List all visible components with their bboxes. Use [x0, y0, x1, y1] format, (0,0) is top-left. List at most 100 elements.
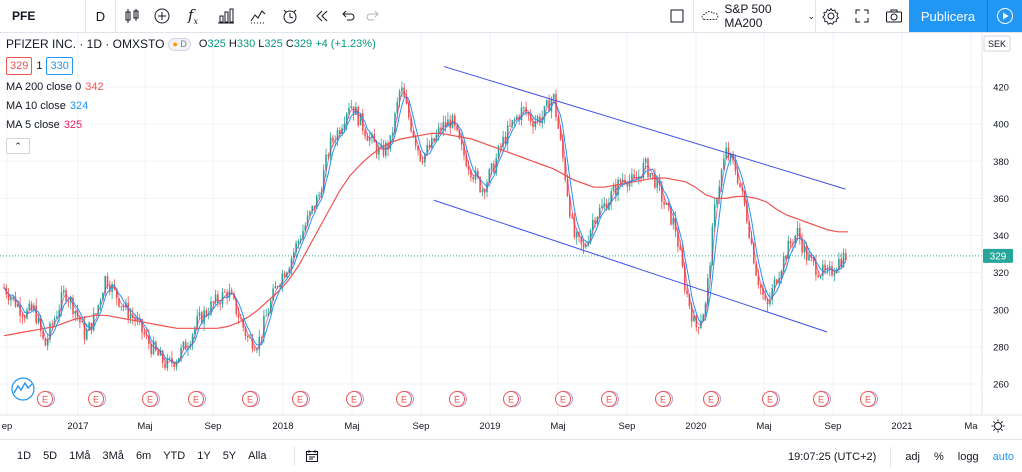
study-ma10[interactable]: MA 10 close 324 [6, 99, 376, 113]
range-ytd-button[interactable]: YTD [163, 450, 186, 462]
range-1y-button[interactable]: 1Y [197, 450, 211, 462]
earnings-event-marker[interactable]: E [88, 391, 106, 407]
earnings-event-marker[interactable]: E [813, 391, 831, 407]
candle-body [237, 314, 240, 318]
earnings-event-marker[interactable]: E [601, 391, 619, 407]
candle-body [677, 231, 679, 247]
candle-body [332, 137, 334, 142]
redo-icon[interactable] [360, 0, 386, 32]
financials-icon[interactable] [211, 0, 241, 32]
earnings-event-marker[interactable]: E [655, 391, 673, 407]
time-tick-label: 2020 [685, 421, 706, 432]
candles-style-icon[interactable] [117, 0, 147, 32]
range-5y-button[interactable]: 5Y [222, 450, 237, 462]
candle-body [265, 315, 267, 317]
candle-body [394, 113, 396, 134]
adj-toggle[interactable]: adj [905, 450, 920, 463]
currency-box[interactable]: SEK [983, 35, 1011, 52]
candle-body [272, 288, 274, 301]
candle-body [437, 127, 440, 135]
sell-price-button[interactable]: 329 [6, 57, 33, 75]
candle-body [304, 225, 307, 231]
earnings-event-marker[interactable]: E [242, 391, 260, 407]
candle-body [316, 196, 318, 209]
study-ma200[interactable]: MA 200 close 0 342 [6, 80, 376, 94]
range-5d-button[interactable]: 5D [43, 450, 58, 462]
earnings-event-marker[interactable]: E [396, 391, 414, 407]
candle-body [470, 170, 472, 178]
candle-body [201, 312, 203, 324]
alert-icon[interactable] [274, 0, 306, 32]
earnings-event-marker[interactable]: E [346, 391, 364, 407]
chart-grid [0, 33, 982, 415]
undo-icon[interactable] [334, 0, 362, 32]
earnings-event-label: E [767, 395, 773, 405]
axis-settings-gear-icon[interactable] [991, 419, 1005, 433]
candle-body [203, 310, 205, 324]
earnings-event-marker[interactable]: E [555, 391, 573, 407]
time-tick-label: Maj [550, 421, 565, 432]
layout-select[interactable]: S&P 500 MA200 ⌄ [694, 0, 816, 32]
percent-toggle[interactable]: % [934, 450, 944, 463]
symbol-search[interactable]: PFE [0, 0, 86, 32]
buy-price-button[interactable]: 330 [46, 57, 73, 75]
log-toggle[interactable]: logg [957, 450, 979, 463]
clock-timezone[interactable]: 19:07:25 (UTC+2) [787, 450, 877, 463]
candle-body [718, 186, 721, 199]
candle-body [734, 160, 737, 172]
collapse-legend-button[interactable]: ⌃ [6, 138, 30, 154]
price-axis[interactable] [982, 33, 1022, 439]
fullscreen-icon[interactable] [848, 0, 876, 32]
play-icon[interactable] [987, 0, 1022, 32]
range-1d-button[interactable]: 1D [17, 450, 32, 462]
last-price-value: 329 [990, 251, 1007, 262]
price-chart[interactable]: E E E E E E E E E E E E E E E E E SEK 420 400 380 360 340 320… [0, 33, 1022, 439]
candle-body [838, 258, 840, 270]
candle-body [83, 321, 86, 340]
range-1m-button[interactable]: 1Må [69, 450, 91, 462]
candle-body [589, 230, 592, 242]
earnings-event-marker[interactable]: E [762, 391, 780, 407]
earnings-event-marker[interactable]: E [37, 391, 55, 407]
templates-icon[interactable] [243, 0, 273, 32]
trend-channel-lower[interactable] [433, 199, 828, 333]
range-3m-button[interactable]: 3Må [102, 450, 124, 462]
delay-badge[interactable]: ● D [168, 37, 191, 51]
settings-gear-icon[interactable] [816, 0, 846, 32]
earnings-event-marker[interactable]: E [860, 391, 878, 407]
earnings-event-marker[interactable]: E [292, 391, 310, 407]
currency-label: SEK [988, 39, 1006, 49]
candle-body [387, 142, 389, 150]
candle-body [559, 128, 562, 140]
candle-body [635, 178, 638, 180]
interval-button[interactable]: D [86, 0, 116, 32]
candle-body [345, 113, 348, 124]
compare-icon[interactable] [147, 0, 177, 32]
indicators-icon[interactable]: fx [187, 6, 199, 26]
date-range-icon[interactable] [293, 446, 319, 466]
candle-body [414, 137, 417, 146]
study-ma5[interactable]: MA 5 close 325 [6, 118, 376, 132]
replay-icon[interactable] [307, 0, 337, 32]
event-flash-icon[interactable] [11, 377, 35, 401]
auto-toggle[interactable]: auto [992, 450, 1014, 463]
range-6m-button[interactable]: 6m [135, 450, 152, 462]
time-tick-label: Sep [619, 421, 636, 432]
time-axis[interactable]: ep 2017 Maj Sep 2018 Maj Sep 2019 Maj Sep 2020 Maj S… [2, 421, 979, 432]
publish-button[interactable]: Publicera [909, 0, 987, 32]
earnings-event-marker[interactable]: E [188, 391, 206, 407]
layout-icon[interactable] [660, 0, 694, 32]
range-all-button[interactable]: Alla [248, 450, 267, 462]
candle-body [569, 196, 571, 217]
candle-body [219, 302, 221, 305]
earnings-event-marker[interactable]: E [703, 391, 721, 407]
trend-channel-upper[interactable] [443, 66, 846, 190]
earnings-event-marker[interactable]: E [449, 391, 467, 407]
candle-body [175, 362, 178, 367]
candle-body [419, 150, 422, 161]
snapshot-camera-icon[interactable] [879, 0, 909, 32]
earnings-event-marker[interactable]: E [503, 391, 521, 407]
earnings-event-marker[interactable]: E [142, 391, 160, 407]
candle-body [739, 183, 741, 188]
symbol-title[interactable]: PFIZER INC. · 1D · OMXSTO [6, 37, 165, 51]
